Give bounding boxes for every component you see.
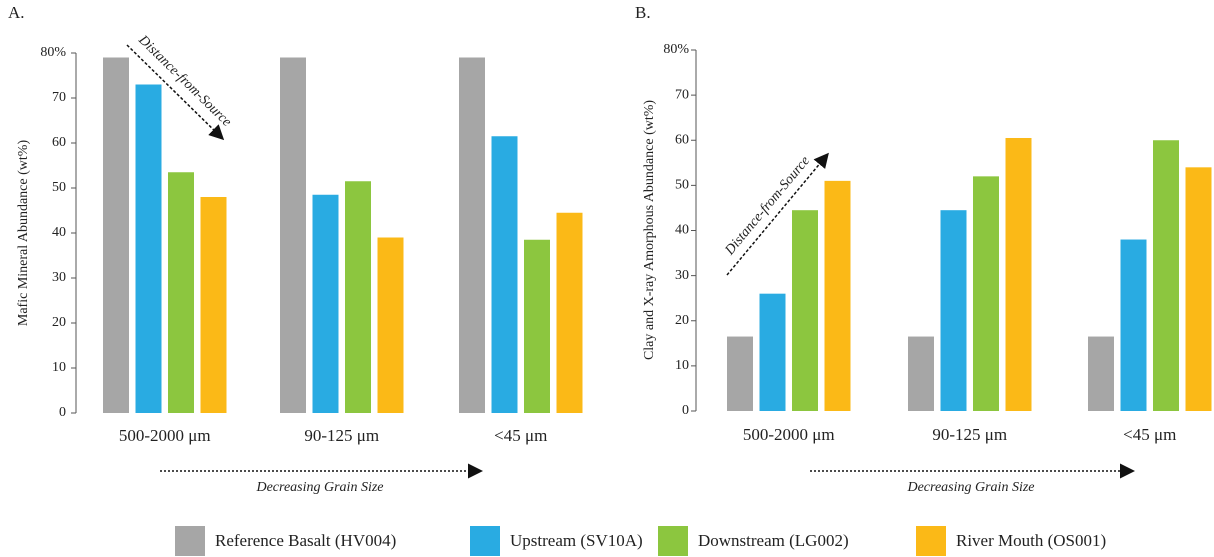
x-tick-label: <45 μm: [494, 426, 547, 445]
x-tick-label: 90-125 μm: [932, 425, 1007, 444]
y-tick-label: 80%: [40, 45, 66, 60]
y-tick-label: 50: [52, 180, 66, 195]
annotation: Decreasing Grain Size: [255, 480, 383, 495]
y-tick-label: 80%: [663, 42, 689, 57]
bar: [792, 210, 818, 411]
legend-label: Reference Basalt (HV004): [215, 531, 396, 550]
y-tick-label: 20: [675, 313, 689, 328]
x-tick-label: 500-2000 μm: [743, 425, 835, 444]
y-tick-label: 10: [52, 360, 66, 375]
annotation-arrow: [726, 152, 829, 276]
bar: [1120, 239, 1147, 411]
bar: [135, 84, 162, 413]
bar: [1153, 140, 1179, 411]
y-tick-label: 20: [52, 315, 66, 330]
legend-swatch: [658, 526, 688, 556]
bar: [1005, 137, 1032, 411]
y-tick-label: 40: [675, 223, 689, 238]
y-axis-label: Mafic Mineral Abundance (wt%): [16, 140, 31, 327]
y-axis-label: Clay and X-ray Amorphous Abundance (wt%): [642, 100, 657, 360]
y-tick-label: 60: [52, 135, 66, 150]
y-tick-label: 70: [52, 90, 66, 105]
legend-swatch: [470, 526, 500, 556]
bar: [491, 136, 518, 413]
bar: [377, 237, 404, 413]
legend-swatch: [916, 526, 946, 556]
bar: [1185, 167, 1212, 411]
y-tick-label: 0: [682, 403, 689, 418]
bar: [524, 239, 550, 413]
y-tick-label: 60: [675, 132, 689, 147]
bar: [280, 57, 306, 413]
bar: [200, 197, 227, 413]
annotation: Decreasing Grain Size: [906, 480, 1034, 495]
bar: [824, 180, 851, 411]
y-tick-label: 30: [52, 270, 66, 285]
bar: [759, 293, 786, 411]
annotation-arrow: [126, 44, 225, 141]
bar: [940, 210, 967, 411]
legend-label: River Mouth (OS001): [956, 531, 1106, 550]
x-tick-label: 500-2000 μm: [119, 426, 211, 445]
bar: [556, 212, 583, 413]
legend-swatch: [175, 526, 205, 556]
bar: [1088, 336, 1114, 411]
bar: [103, 57, 129, 413]
x-tick-label: <45 μm: [1123, 425, 1176, 444]
panel-label: B.: [635, 3, 651, 22]
bar: [459, 57, 485, 413]
y-tick-label: 40: [52, 225, 66, 240]
bar: [973, 176, 999, 411]
panel-label: A.: [8, 3, 25, 22]
bar: [168, 172, 194, 413]
bar: [727, 336, 753, 411]
y-tick-label: 0: [59, 405, 66, 420]
bar: [312, 194, 339, 413]
legend-label: Downstream (LG002): [698, 531, 849, 550]
y-tick-label: 30: [675, 268, 689, 283]
y-tick-label: 70: [675, 87, 689, 102]
y-tick-label: 50: [675, 178, 689, 193]
legend-label: Upstream (SV10A): [510, 531, 643, 550]
bar: [908, 336, 934, 411]
y-tick-label: 10: [675, 358, 689, 373]
bar: [345, 181, 371, 413]
x-tick-label: 90-125 μm: [304, 426, 379, 445]
